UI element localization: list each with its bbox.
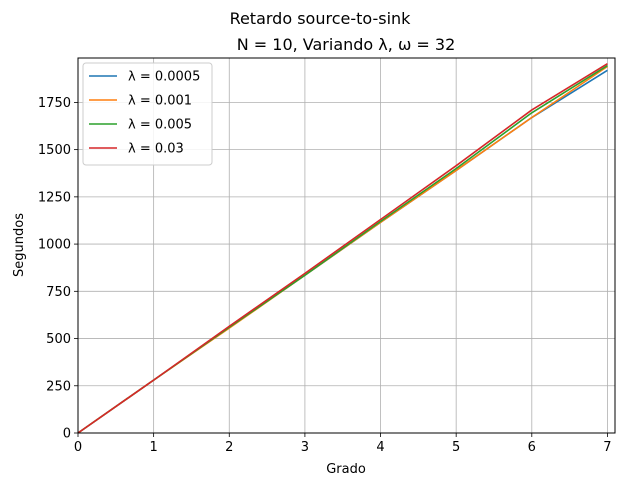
x-tick-label: 5: [452, 440, 460, 455]
series-lines: [77, 62, 608, 434]
legend-label: λ = 0.0005: [128, 70, 200, 85]
x-axis-ticks: 0 1 2 3 4 5 6 7: [74, 433, 612, 455]
x-tick-label: 2: [225, 440, 233, 455]
chart-title: N = 10, Variando λ, ω = 32: [237, 35, 456, 54]
x-tick-label: 6: [528, 440, 536, 455]
legend-box: [82, 62, 213, 166]
y-tick-label: 0: [63, 427, 71, 442]
y-tick-label: 1500: [38, 143, 71, 158]
series-line-4: [77, 62, 608, 434]
x-tick-label: 4: [376, 440, 384, 455]
y-axis-label: Segundos: [12, 213, 27, 277]
x-tick-label: 0: [74, 440, 82, 455]
y-tick-label: 250: [46, 379, 71, 394]
x-tick-label: 3: [301, 440, 309, 455]
y-tick-label: 1000: [38, 238, 71, 253]
axes-frame: [77, 57, 616, 434]
y-axis-ticks: 0 250 500 750 1000 1250 1500 1750: [38, 96, 78, 442]
chart-suptitle: Retardo source-to-sink: [230, 9, 412, 28]
x-tick-label: 7: [603, 440, 611, 455]
legend: λ = 0.0005 λ = 0.001 λ = 0.005 λ = 0.03: [82, 62, 213, 166]
legend-label: λ = 0.03: [128, 142, 184, 157]
y-tick-label: 1250: [38, 190, 71, 205]
legend-label: λ = 0.005: [128, 118, 192, 133]
y-tick-label: 750: [46, 285, 71, 300]
legend-label: λ = 0.001: [128, 94, 192, 109]
x-tick-label: 1: [149, 440, 157, 455]
y-tick-label: 500: [46, 332, 71, 347]
y-tick-label: 1750: [38, 96, 71, 111]
x-axis-label: Grado: [326, 462, 366, 477]
